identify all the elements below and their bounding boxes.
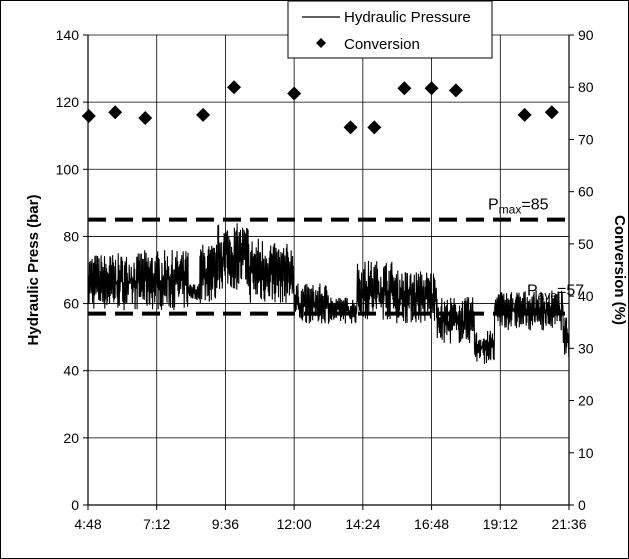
y2-tick-label: 0 — [578, 497, 586, 513]
reference-label-p-max: Pmax=85 — [488, 197, 549, 217]
y2-tick-label: 90 — [578, 27, 594, 43]
reference-label-main: P — [488, 197, 499, 214]
reference-label-main: P — [527, 283, 538, 300]
y2-tick-label: 80 — [578, 79, 594, 95]
conversion-point — [424, 81, 439, 96]
y-tick-label: 120 — [56, 94, 80, 110]
conversion-markers — [81, 80, 559, 135]
conversion-point — [517, 107, 532, 122]
axes — [83, 34, 574, 510]
y2-tick-label: 70 — [578, 131, 594, 147]
y2-tick-label: 30 — [578, 340, 594, 356]
x-tick-label: 12:00 — [277, 516, 312, 532]
y-tick-label: 40 — [63, 363, 79, 379]
y2-tick-label: 60 — [578, 184, 594, 200]
hydraulic-pressure-line — [87, 223, 570, 364]
y-tick-label: 140 — [56, 27, 80, 43]
conversion-point — [544, 105, 559, 120]
legend-box — [287, 0, 493, 59]
reference-label-value: =57 — [557, 283, 584, 300]
pressure-line-layer — [87, 223, 570, 364]
y-axis-label: Hydraulic Press (bar) — [25, 195, 42, 346]
conversion-point — [227, 80, 242, 95]
conversion-point — [287, 86, 302, 101]
tick-labels: 0 20 40 60 80 100 120 140 0 10 20 30 40 50 60 70 80 90 4:4… — [56, 27, 594, 532]
x-tick-label: 9:36 — [212, 516, 239, 532]
y2-tick-label: 40 — [578, 288, 594, 304]
y2-axis-label: Conversion (%) — [611, 215, 628, 325]
legend: Hydraulic Pressure Conversion — [287, 0, 493, 59]
y-tick-label: 60 — [63, 296, 79, 312]
legend-diamond-swatch — [316, 38, 326, 48]
y2-tick-label: 10 — [578, 445, 594, 461]
x-tick-label: 14:24 — [345, 516, 380, 532]
reference-label-sub: ave — [538, 289, 558, 303]
x-tick-label: 21:36 — [551, 516, 586, 532]
legend-label-conversion: Conversion — [344, 36, 420, 53]
reference-label-value: =85 — [521, 197, 548, 214]
y2-tick-label: 50 — [578, 236, 594, 252]
legend-label-hydraulic-pressure: Hydraulic Pressure — [344, 9, 471, 26]
conversion-point — [397, 81, 412, 96]
y-tick-label: 100 — [56, 161, 80, 177]
reference-label-p-ave: Pave=57 — [527, 283, 584, 303]
conversion-point — [81, 108, 96, 123]
x-tick-label: 19:12 — [483, 516, 518, 532]
y2-tick-label: 20 — [578, 393, 594, 409]
x-tick-label: 7:12 — [143, 516, 170, 532]
x-tick-label: 4:48 — [74, 516, 101, 532]
y-tick-label: 80 — [63, 228, 79, 244]
conversion-point — [343, 120, 358, 135]
reference-label-sub: max — [499, 203, 522, 217]
x-tick-label: 16:48 — [414, 516, 449, 532]
conversion-point — [448, 83, 463, 98]
conversion-point — [138, 111, 153, 126]
y-tick-label: 20 — [63, 430, 79, 446]
y-tick-label: 0 — [71, 497, 79, 513]
conversion-point — [367, 120, 382, 135]
conversion-point — [196, 107, 211, 122]
conversion-point — [108, 105, 123, 120]
